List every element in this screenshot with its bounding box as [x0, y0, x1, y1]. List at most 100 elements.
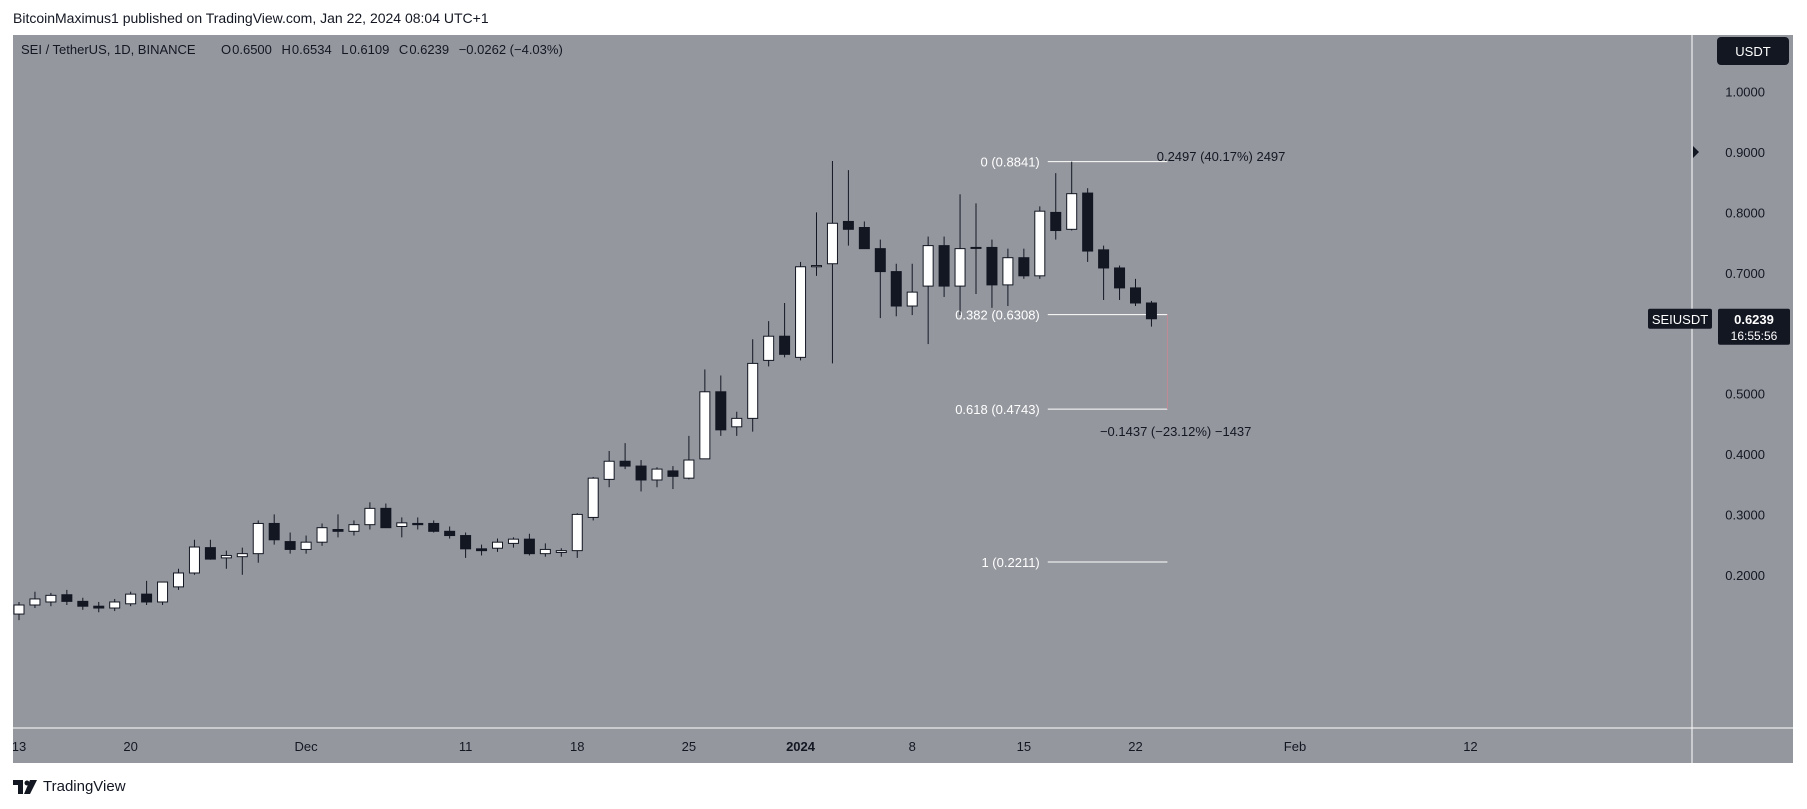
candle[interactable]: [364, 502, 376, 530]
candle[interactable]: [795, 261, 807, 361]
candle[interactable]: [571, 513, 583, 558]
candle[interactable]: [1034, 206, 1046, 279]
fib-retracement[interactable]: 0 (0.8841) 0.382 (0.6308) 0.618 (0.4743) 1 …: [955, 149, 1285, 570]
candle[interactable]: [93, 601, 105, 613]
chart-container[interactable]: 0 (0.8841) 0.382 (0.6308) 0.618 (0.4743) 1 …: [12, 34, 1794, 764]
candle[interactable]: [125, 591, 137, 607]
candle-body-up: [252, 522, 264, 555]
candle[interactable]: [651, 467, 663, 488]
candle[interactable]: [1114, 265, 1126, 300]
price-tag-price: 0.6239: [1734, 312, 1774, 327]
candle[interactable]: [731, 411, 743, 436]
candle[interactable]: [460, 532, 472, 558]
candle[interactable]: [667, 466, 679, 490]
candle[interactable]: [1002, 248, 1014, 307]
price-axis[interactable]: 1.0000 0.9000 0.8000 0.7000 0.5000 0.4000 0.30…: [1725, 85, 1765, 583]
candle[interactable]: [922, 236, 934, 345]
candle[interactable]: [300, 535, 312, 554]
candle[interactable]: [29, 591, 41, 609]
candle[interactable]: [826, 161, 838, 364]
candle[interactable]: [332, 514, 344, 538]
candle[interactable]: [13, 601, 25, 621]
legend-close-label: C: [399, 42, 408, 57]
candle[interactable]: [348, 520, 360, 536]
candle[interactable]: [603, 450, 615, 488]
candle[interactable]: [683, 435, 695, 480]
candles[interactable]: [13, 161, 1157, 621]
candle[interactable]: [236, 547, 248, 575]
candle[interactable]: [1050, 173, 1062, 240]
candle[interactable]: [1066, 161, 1078, 231]
candle-body-down: [204, 547, 216, 560]
currency-button[interactable]: USDT: [1717, 37, 1789, 65]
candle-body-down: [779, 335, 791, 355]
candle[interactable]: [938, 236, 950, 297]
candle[interactable]: [77, 597, 89, 610]
candle-body-down: [1145, 302, 1157, 320]
candle[interactable]: [539, 543, 551, 557]
candle-body-up: [236, 553, 248, 558]
candle-body-up: [396, 522, 408, 527]
time-axis[interactable]: 13 20 Dec 11 18 25 2024 8 15 22 Feb 12: [13, 739, 1478, 754]
candle[interactable]: [173, 568, 184, 590]
legend-low-label: L: [341, 42, 348, 57]
candle-body-down: [523, 538, 535, 555]
candle[interactable]: [141, 580, 153, 605]
candle[interactable]: [412, 517, 424, 530]
candle[interactable]: [157, 581, 169, 605]
candle[interactable]: [619, 443, 631, 470]
candle[interactable]: [492, 538, 503, 552]
candle[interactable]: [428, 520, 440, 533]
candle[interactable]: [811, 212, 822, 276]
candle[interactable]: [635, 460, 647, 492]
candle[interactable]: [523, 533, 535, 556]
candle[interactable]: [699, 369, 711, 460]
time-tick-label: 20: [123, 739, 137, 754]
candle[interactable]: [1098, 245, 1110, 300]
candle[interactable]: [1145, 300, 1157, 327]
candle[interactable]: [555, 548, 567, 557]
candle[interactable]: [970, 203, 982, 294]
candle[interactable]: [1082, 188, 1094, 262]
candle[interactable]: [507, 537, 519, 548]
candle[interactable]: [476, 544, 488, 556]
candle[interactable]: [268, 514, 280, 545]
candle[interactable]: [316, 523, 328, 546]
candle[interactable]: [1018, 248, 1030, 279]
legend-high-label: H: [282, 42, 291, 57]
candle-body-down: [284, 541, 296, 550]
candle[interactable]: [858, 221, 870, 250]
price-tick-label: 0.4000: [1725, 447, 1765, 462]
candle-body-down: [619, 460, 631, 467]
candlestick-chart[interactable]: 0 (0.8841) 0.382 (0.6308) 0.618 (0.4743) 1 …: [13, 35, 1793, 763]
candle[interactable]: [715, 375, 727, 436]
price-tick-label: 0.3000: [1725, 507, 1765, 522]
candle[interactable]: [252, 520, 264, 563]
candle-body-down: [332, 529, 344, 532]
plot-area[interactable]: [13, 35, 1692, 728]
candle[interactable]: [380, 503, 392, 529]
candle[interactable]: [204, 539, 216, 560]
candle-body-up: [603, 460, 615, 480]
candle[interactable]: [906, 263, 918, 316]
candle[interactable]: [188, 539, 200, 575]
candle[interactable]: [779, 303, 791, 358]
candle[interactable]: [45, 592, 57, 607]
candle[interactable]: [61, 589, 73, 605]
candle[interactable]: [1130, 278, 1141, 307]
candle[interactable]: [396, 517, 408, 538]
candle[interactable]: [842, 170, 854, 246]
candle[interactable]: [220, 550, 232, 569]
candle[interactable]: [890, 263, 902, 317]
candle[interactable]: [587, 476, 599, 521]
candle[interactable]: [747, 339, 759, 432]
candle[interactable]: [444, 526, 456, 539]
candle[interactable]: [284, 532, 296, 554]
candle[interactable]: [109, 598, 121, 612]
legend-high: 0.6534: [292, 42, 332, 57]
candle[interactable]: [763, 321, 775, 367]
candle[interactable]: [986, 239, 998, 308]
candle[interactable]: [874, 239, 886, 319]
footer-brand[interactable]: TradingView: [13, 778, 126, 795]
candle[interactable]: [954, 194, 966, 316]
